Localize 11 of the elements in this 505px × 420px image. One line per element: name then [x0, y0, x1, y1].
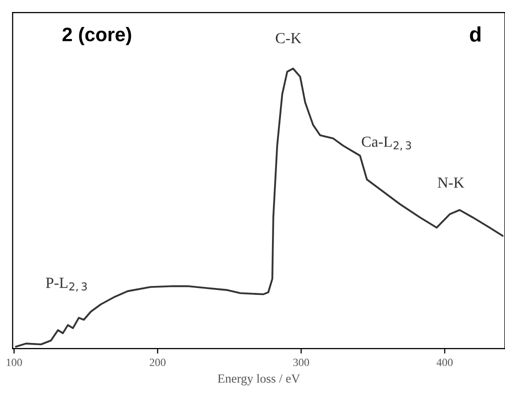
annotation: P-L$_{2,3}$ — [46, 278, 87, 292]
x-tick-label: 300 — [293, 358, 310, 366]
x-tick-label: 100 — [6, 358, 22, 366]
x-axis-title: Energy loss / eV — [218, 374, 300, 386]
text: 2 (core) — [62, 27, 132, 46]
x-tick-label: 400 — [436, 358, 453, 366]
annotation: Ca-L$_{2,3}$ — [362, 136, 412, 150]
text: d — [470, 26, 480, 42]
annotation: N-K — [438, 178, 464, 188]
x-tick-label: 200 — [150, 358, 166, 366]
text: C-K — [276, 33, 302, 44]
